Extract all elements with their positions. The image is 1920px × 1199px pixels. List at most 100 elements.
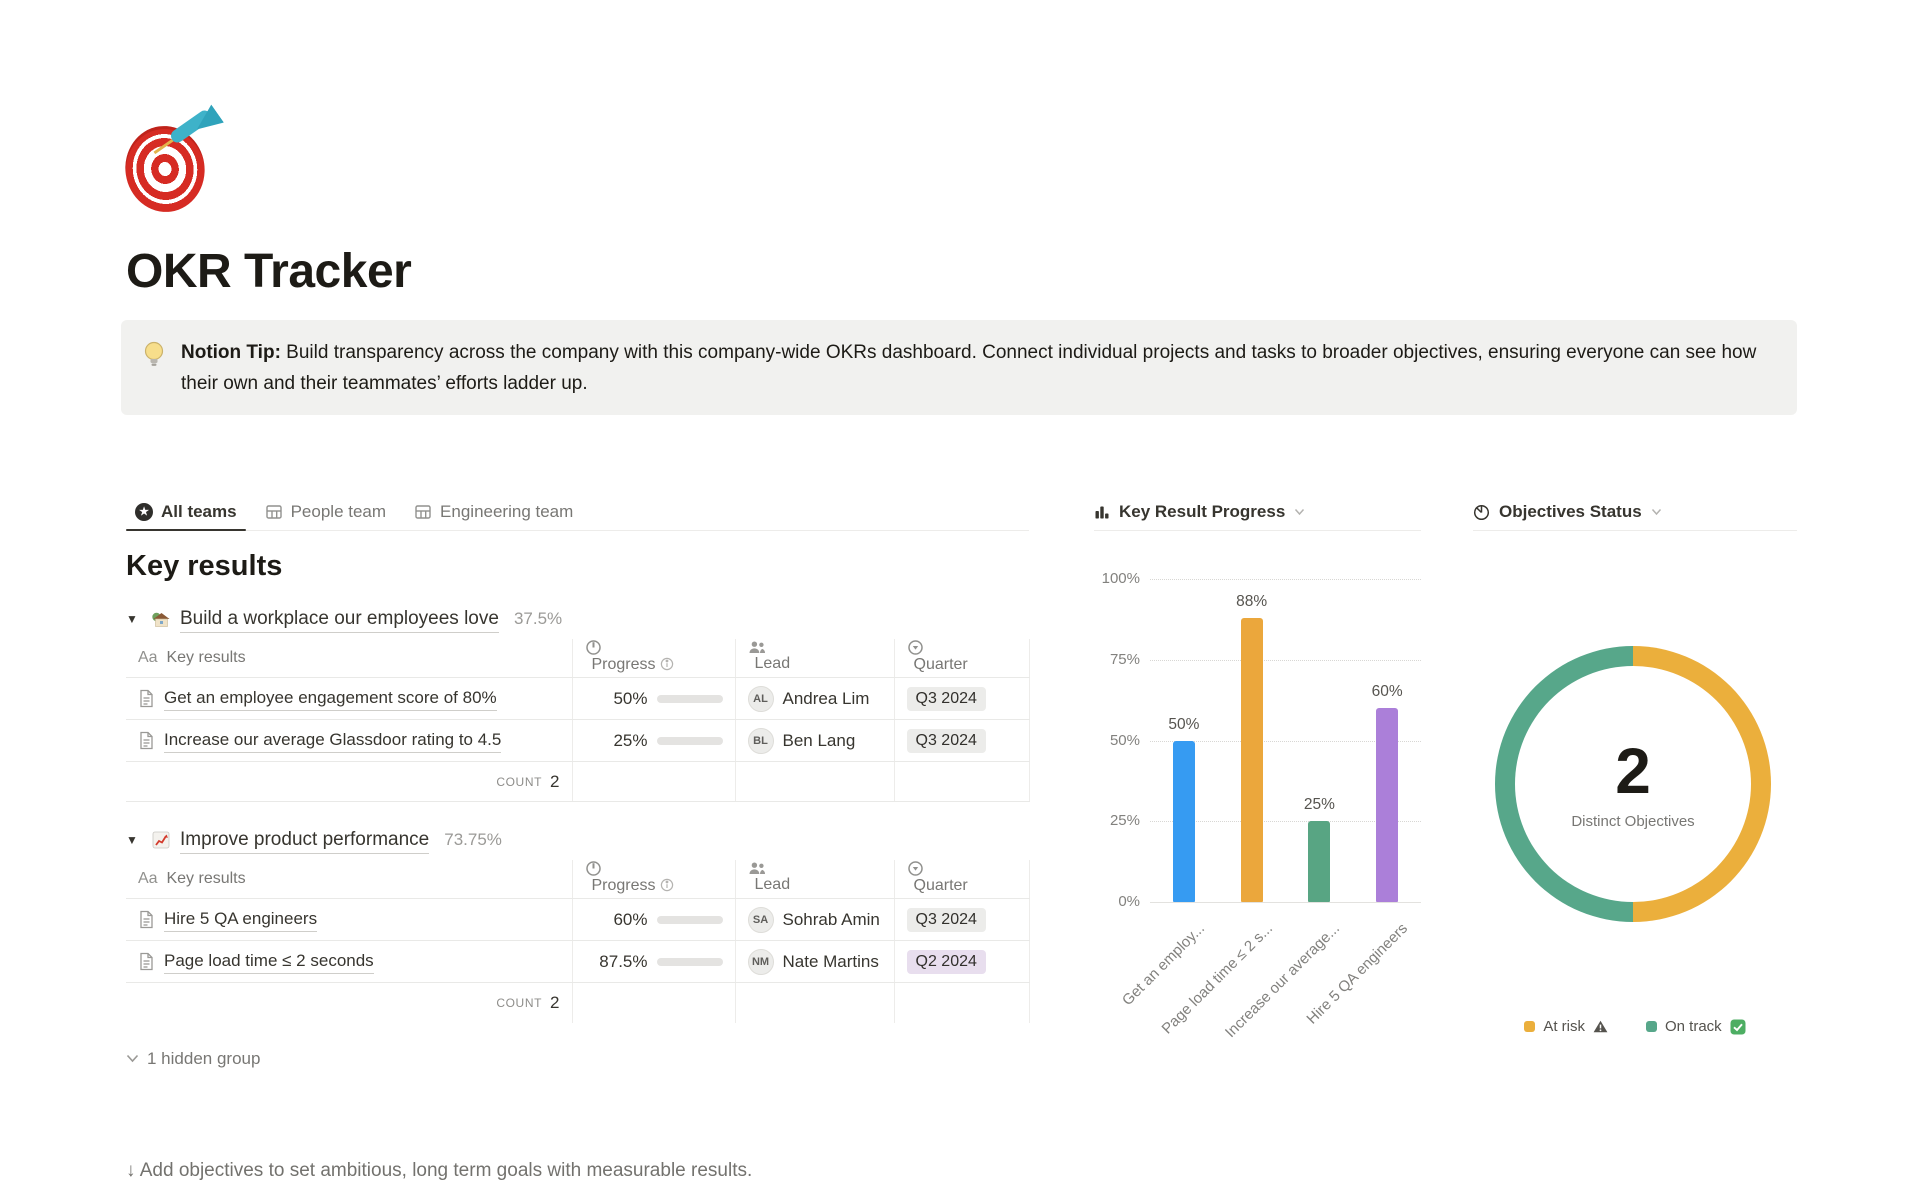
quarter-badge: Q3 2024 xyxy=(906,907,986,932)
donut-legend: At risk On track xyxy=(1473,1018,1797,1035)
lead-name: Ben Lang xyxy=(782,730,856,750)
bar-chart-title: Key Result Progress xyxy=(1119,502,1286,521)
tab-engineering-team[interactable]: Engineering team xyxy=(405,494,582,530)
count-value: 2 xyxy=(550,992,560,1012)
column-lead-label[interactable]: Lead xyxy=(754,876,791,893)
bar-1 xyxy=(1172,740,1195,902)
toggle-triangle-icon[interactable]: ▼ xyxy=(126,612,138,626)
distinct-objectives-label: Distinct Objectives xyxy=(1571,812,1695,830)
count-calculation[interactable]: COUNT 2 xyxy=(138,992,560,1013)
table-header-row: Aa Key results Progress Lead Quarter xyxy=(126,860,1030,899)
y-axis-tick: 25% xyxy=(1109,812,1140,830)
key-results-heading: Key results xyxy=(126,550,283,582)
page-icon-target-emoji[interactable] xyxy=(119,118,222,218)
notion-tip-callout: Notion Tip: Build transparency across th… xyxy=(121,320,1797,415)
donut-center: 2 Distinct Objectives xyxy=(1515,666,1751,902)
tab-all-teams[interactable]: ★ All teams xyxy=(126,494,246,531)
result-link[interactable]: Hire 5 QA engineers xyxy=(164,907,318,932)
info-icon[interactable] xyxy=(660,656,674,673)
tab-label: All teams xyxy=(161,502,237,521)
column-progress-label[interactable]: Progress xyxy=(591,656,656,673)
table-row: Page load time ≤ 2 seconds 87.5% NM Nate … xyxy=(126,940,1030,983)
warning-icon xyxy=(1593,1020,1608,1033)
pie-chart-icon xyxy=(1473,504,1490,521)
count-label: COUNT xyxy=(496,774,543,789)
lightbulb-icon xyxy=(141,337,167,398)
info-icon[interactable] xyxy=(660,877,674,894)
chart-increasing-emoji-icon xyxy=(151,830,171,850)
gridline xyxy=(1150,659,1421,661)
gridline xyxy=(1150,579,1421,580)
gridline xyxy=(1150,821,1421,823)
column-quarter-label[interactable]: Quarter xyxy=(913,877,968,894)
progress-bar xyxy=(656,694,723,703)
progress-value: 25% xyxy=(613,730,648,750)
result-link[interactable]: Increase our average Glassdoor rating to… xyxy=(164,728,502,753)
quarter-badge: Q3 2024 xyxy=(906,686,986,711)
key-results-section: ★ All teams People team Engineering team… xyxy=(126,494,1030,1069)
count-label: COUNT xyxy=(496,995,543,1010)
bar-chart-plot: 0% 25% 50% 75% 100% 50% Get an employ... 88% Pag… xyxy=(1102,570,1421,1041)
count-row: COUNT 2 xyxy=(126,982,1030,1023)
people-icon xyxy=(748,640,882,655)
page-title: OKR Tracker xyxy=(126,245,412,298)
avatar: AL xyxy=(747,685,774,712)
select-property-icon xyxy=(907,639,1017,656)
y-axis-tick: 50% xyxy=(1109,731,1140,749)
legend-label: On track xyxy=(1664,1018,1722,1035)
add-objectives-hint: ↓ Add objectives to set ambitious, long … xyxy=(126,1160,753,1181)
progress-gauge-icon xyxy=(585,860,723,877)
y-axis-tick: 100% xyxy=(1101,570,1140,587)
result-link[interactable]: Page load time ≤ 2 seconds xyxy=(164,949,374,974)
tab-people-team[interactable]: People team xyxy=(256,494,395,530)
chevron-down-icon xyxy=(1294,508,1305,516)
table-header-row: Aa Key results Progress Lead Quarter xyxy=(126,639,1030,678)
bar-chart-icon xyxy=(1094,504,1110,520)
view-tabs: ★ All teams People team Engineering team xyxy=(126,494,1029,531)
gridline xyxy=(1150,740,1421,742)
column-name-label[interactable]: Key results xyxy=(166,870,246,887)
lead-name: Andrea Lim xyxy=(782,688,870,708)
pie-chart-header[interactable]: Objectives Status xyxy=(1473,494,1797,531)
count-calculation[interactable]: COUNT 2 xyxy=(138,772,559,792)
table-view-icon xyxy=(265,503,283,521)
column-lead-label[interactable]: Lead xyxy=(754,655,791,672)
column-progress-label[interactable]: Progress xyxy=(591,877,656,894)
count-row: COUNT 2 xyxy=(126,761,1030,802)
column-quarter-label[interactable]: Quarter xyxy=(913,656,968,673)
result-link[interactable]: Get an employee engagement score of 80% xyxy=(164,686,497,711)
group-title-link[interactable]: Improve product performance xyxy=(180,827,430,854)
page-doc-icon xyxy=(138,731,155,750)
column-name-label[interactable]: Key results xyxy=(166,649,246,666)
group-percent: 37.5% xyxy=(513,609,563,628)
bar-3 xyxy=(1308,821,1331,902)
lead-name: Nate Martins xyxy=(782,951,879,971)
chevron-down-icon xyxy=(126,1054,139,1063)
table-view-icon xyxy=(414,503,432,521)
legend-item-on-track: On track xyxy=(1645,1018,1746,1035)
page-doc-icon xyxy=(138,910,155,929)
avatar: NM xyxy=(747,948,774,975)
bar-value-label: 88% xyxy=(1236,592,1268,610)
table-row: Increase our average Glassdoor rating to… xyxy=(126,719,1030,762)
people-icon xyxy=(748,861,882,876)
x-axis-label: Get an employ... xyxy=(1118,920,1208,1010)
bar-value-label: 25% xyxy=(1303,796,1335,814)
page-doc-icon xyxy=(138,689,155,708)
table-row: Hire 5 QA engineers 60% SA Sohrab Amin Q3… xyxy=(126,898,1030,941)
bullseye-icon xyxy=(119,120,211,218)
bar-chart-header[interactable]: Key Result Progress xyxy=(1094,494,1421,531)
group-title-link[interactable]: Build a workplace our employees love xyxy=(180,606,499,633)
legend-label: At risk xyxy=(1543,1018,1585,1035)
group-percent: 73.75% xyxy=(444,830,502,849)
toggle-triangle-icon[interactable]: ▼ xyxy=(126,833,138,847)
y-axis-tick: 0% xyxy=(1118,893,1140,910)
group-header-product: ▼ Improve product performance 73.75% xyxy=(126,824,1029,856)
progress-value: 50% xyxy=(613,688,648,708)
lead-name: Sohrab Amin xyxy=(782,909,880,929)
quarter-badge: Q3 2024 xyxy=(906,728,986,753)
select-property-icon xyxy=(907,860,1017,877)
star-circle-icon: ★ xyxy=(135,503,153,521)
x-axis-label: Increase our average... xyxy=(1222,920,1344,1042)
hidden-group-toggle[interactable]: 1 hidden group xyxy=(126,1049,1029,1069)
